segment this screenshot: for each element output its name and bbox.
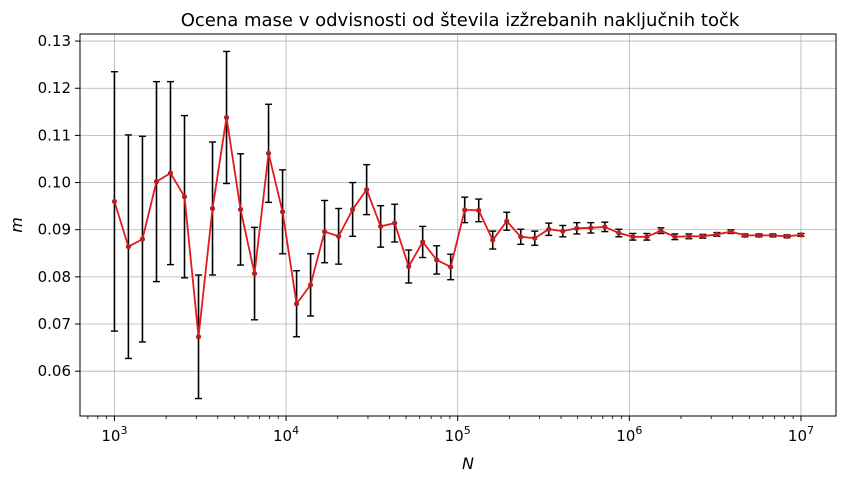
x-tick-label: 107 <box>788 424 814 445</box>
data-point <box>378 223 384 230</box>
data-point <box>644 234 650 240</box>
data-point <box>658 228 664 234</box>
data-point <box>364 187 370 193</box>
data-point <box>195 334 202 340</box>
y-tick-label: 0.10 <box>38 174 71 192</box>
data-point <box>434 257 440 263</box>
x-axis: 103 104 105 106 107 <box>87 416 814 445</box>
data-point <box>293 301 300 307</box>
data-point <box>209 205 216 212</box>
data-point <box>392 220 398 226</box>
series-group <box>111 114 804 340</box>
x-tick-label: 105 <box>445 424 471 445</box>
data-point <box>672 234 678 240</box>
data-point <box>574 225 580 231</box>
data-point <box>686 233 692 239</box>
data-point <box>125 244 132 250</box>
data-point <box>588 225 594 231</box>
y-axis: 0.06 0.07 0.08 0.09 0.10 0.11 0.12 0.13 <box>38 32 80 380</box>
data-point <box>223 114 230 121</box>
data-point <box>798 232 804 238</box>
data-point <box>700 233 706 239</box>
data-point <box>518 234 524 240</box>
data-point <box>770 232 776 238</box>
data-point <box>490 237 496 243</box>
x-tick-label: 106 <box>616 424 642 445</box>
grid <box>80 34 836 416</box>
y-tick-label: 0.13 <box>38 32 71 50</box>
x-tick-label: 104 <box>273 424 299 445</box>
x-tick-label: 103 <box>101 424 127 445</box>
y-tick-label: 0.12 <box>38 79 71 97</box>
y-tick-label: 0.06 <box>38 362 71 380</box>
y-tick-label: 0.07 <box>38 315 71 333</box>
data-point <box>265 150 272 156</box>
data-point <box>560 228 566 234</box>
data-point <box>476 207 482 213</box>
data-point <box>167 170 174 176</box>
data-point <box>546 226 552 232</box>
data-point <box>714 231 720 238</box>
data-point <box>111 198 118 205</box>
data-point <box>307 282 314 288</box>
data-point <box>504 218 510 224</box>
data-point <box>153 179 160 185</box>
data-point <box>756 232 762 238</box>
data-point <box>279 209 286 215</box>
data-point <box>237 206 244 213</box>
data-point <box>602 224 608 230</box>
data-point <box>532 235 538 241</box>
data-point <box>406 263 412 270</box>
data-point <box>181 194 188 200</box>
y-tick-label: 0.11 <box>38 126 71 144</box>
data-point <box>630 234 636 240</box>
data-point <box>420 239 426 245</box>
x-axis-label: N <box>462 454 474 473</box>
data-point <box>350 206 356 213</box>
data-point <box>336 233 342 239</box>
data-point <box>448 264 454 270</box>
data-point <box>784 233 790 239</box>
data-point <box>321 229 328 235</box>
y-tick-label: 0.08 <box>38 268 71 286</box>
data-point <box>742 232 748 238</box>
y-tick-label: 0.09 <box>38 221 71 239</box>
data-point <box>462 207 468 213</box>
data-point <box>616 230 622 236</box>
y-axis-label: m <box>7 217 26 233</box>
data-point <box>139 236 146 242</box>
data-point <box>728 229 734 235</box>
data-point <box>251 270 258 277</box>
chart-title: Ocena mase v odvisnosti od števila izžre… <box>181 10 740 31</box>
